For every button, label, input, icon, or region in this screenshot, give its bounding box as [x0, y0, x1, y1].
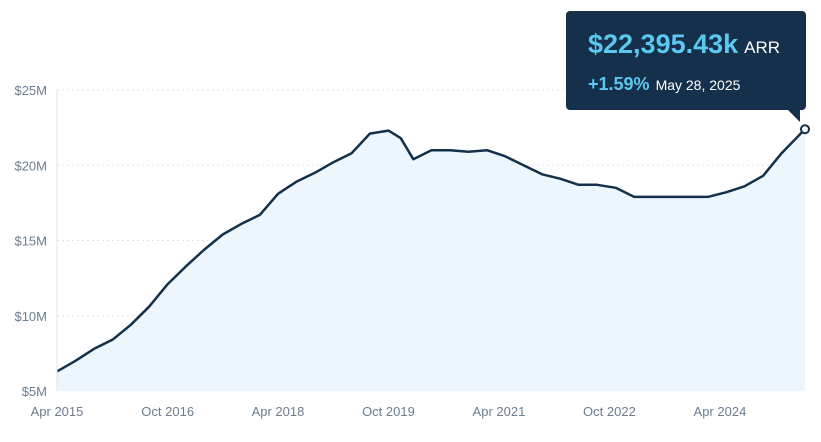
arr-series-line	[56, 128, 806, 373]
x-tick-label: Apr 2018	[252, 404, 305, 419]
x-tick-label: Apr 2015	[31, 404, 84, 419]
x-axis: Apr 2015 Oct 2016 Apr 2018 Oct 2019 Apr 2021…	[31, 404, 747, 419]
x-tick-label: Oct 2022	[583, 404, 636, 419]
tooltip-change: +1.59%	[588, 74, 650, 94]
arr-area-fill	[57, 129, 805, 391]
tooltip-date: May 28, 2025	[655, 77, 741, 93]
x-tick-label: Apr 2024	[694, 404, 747, 419]
tooltip-unit: ARR	[744, 38, 781, 57]
y-tick-label: $10M	[14, 309, 47, 324]
y-tick-label: $5M	[22, 384, 47, 399]
y-tick-label: $20M	[14, 158, 47, 173]
value-tooltip: $22,395.43k ARR +1.59% May 28, 2025	[566, 11, 806, 122]
y-axis: $5M $10M $15M $20M $25M	[14, 83, 47, 399]
x-tick-label: Apr 2021	[473, 404, 526, 419]
highlight-data-point[interactable]	[800, 124, 810, 135]
tooltip-value: $22,395.43k	[588, 29, 739, 59]
y-tick-label: $25M	[14, 83, 47, 98]
x-tick-label: Oct 2016	[141, 404, 194, 419]
x-tick-label: Oct 2019	[362, 404, 415, 419]
y-tick-label: $15M	[14, 234, 47, 249]
